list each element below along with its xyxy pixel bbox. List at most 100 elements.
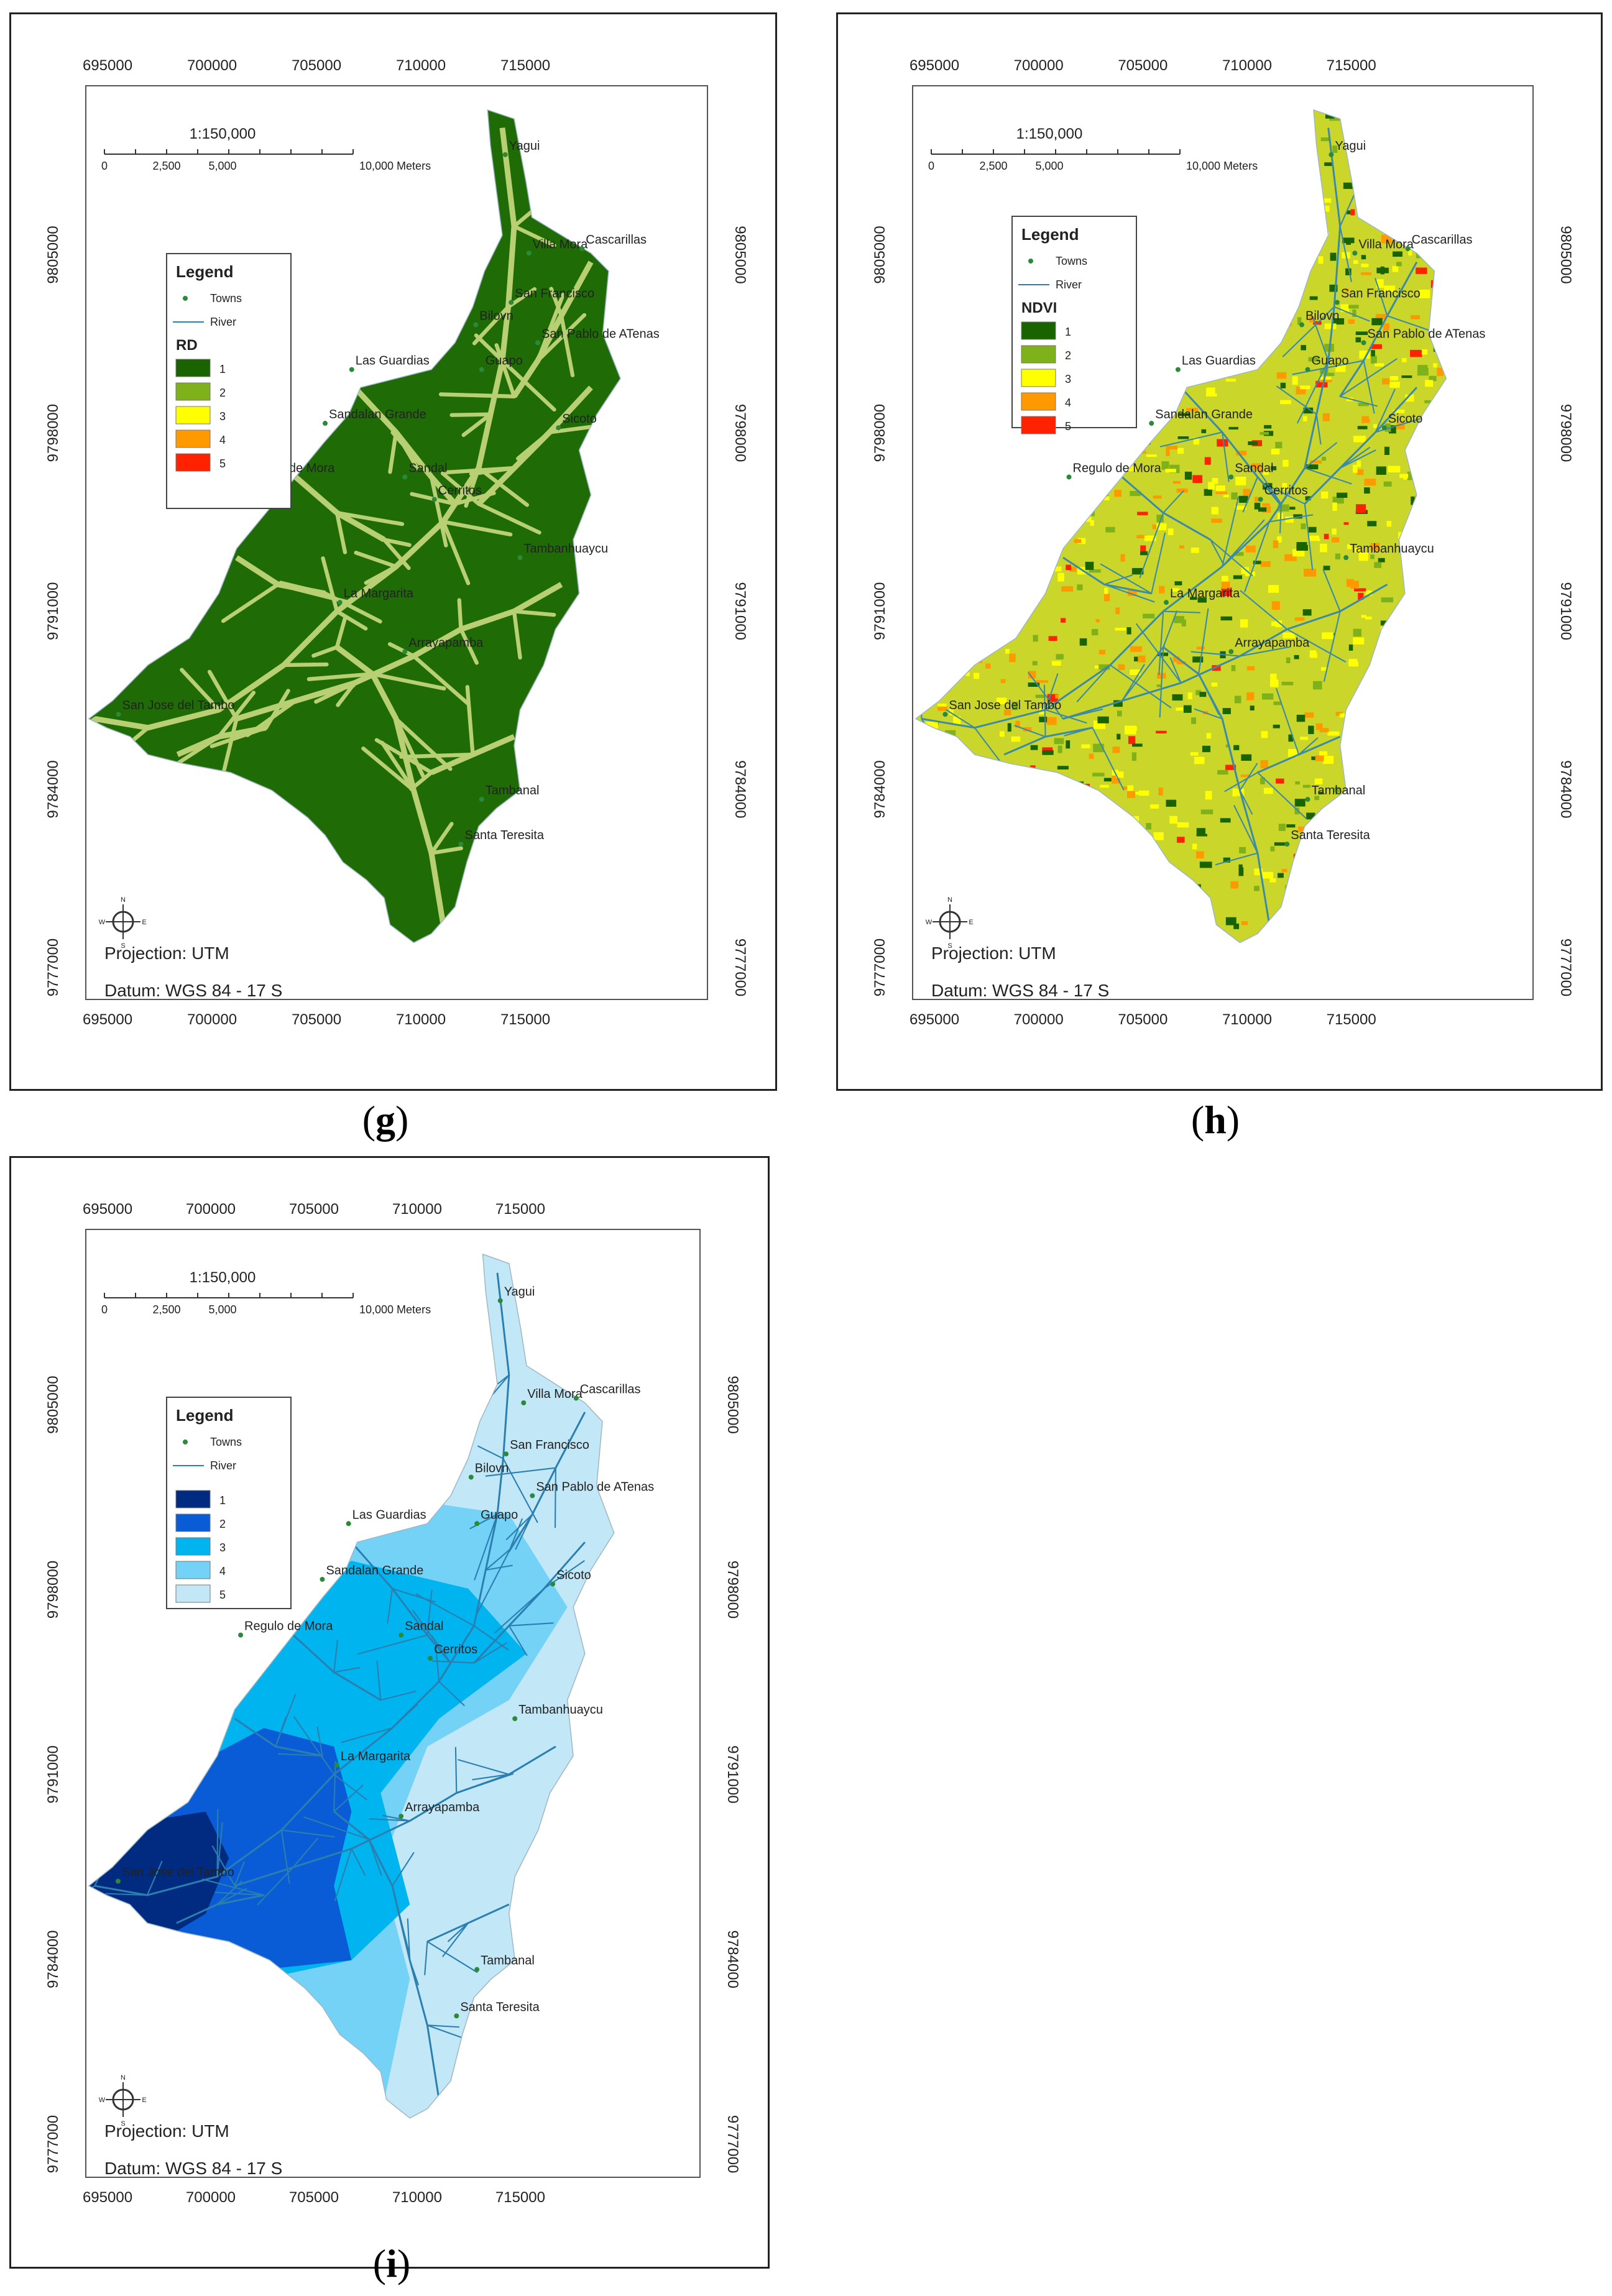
compass-w: W	[99, 919, 106, 926]
town-marker	[1334, 300, 1340, 305]
class-swatch	[175, 359, 211, 377]
river-line	[1304, 387, 1417, 505]
tributary-line	[264, 689, 290, 730]
tributary-line	[293, 1715, 335, 1775]
towns-swatch	[1028, 259, 1033, 264]
x-tick-bottom: 700000	[1014, 1011, 1064, 1028]
tributary-line	[1121, 645, 1165, 702]
scale-label: 10,000 Meters	[359, 1303, 431, 1316]
town-marker	[521, 1400, 527, 1406]
tributary-line	[1333, 306, 1370, 322]
town-marker	[1258, 497, 1263, 502]
tributary-line	[1163, 610, 1201, 613]
town-label: Yagui	[509, 139, 540, 153]
tributary-line	[426, 2024, 460, 2028]
tributary-line	[1322, 569, 1341, 612]
tributary-line	[216, 691, 256, 739]
tributary-line	[440, 471, 481, 506]
tributary-line	[465, 685, 475, 757]
y-tick-right: 9798000	[1557, 404, 1574, 462]
y-tick-right: 9791000	[1557, 582, 1574, 640]
town-label: Santa Teresita	[1291, 829, 1370, 842]
tributary-line	[1169, 657, 1182, 684]
river-line	[1339, 261, 1418, 397]
tributary-line	[382, 538, 411, 571]
tributary-line	[105, 1893, 148, 1896]
y-tick-left: 9791000	[45, 582, 62, 640]
scale-label: 2,500	[979, 160, 1007, 172]
tributary-line	[1221, 431, 1230, 482]
tributary-line	[1256, 476, 1282, 507]
tributary-line	[1386, 315, 1432, 332]
tributary-line	[409, 770, 434, 791]
x-tick-bottom: 695000	[83, 1011, 132, 1028]
town-marker	[942, 712, 948, 717]
tributary-line	[512, 224, 556, 248]
class-swatch	[175, 1513, 211, 1532]
tributary-line	[311, 645, 339, 658]
tributary-line	[333, 1639, 339, 1673]
scale-label: 0	[101, 1303, 108, 1316]
tributary-line	[424, 1940, 428, 1975]
layer-title: RD	[176, 337, 198, 354]
class-label: 2	[219, 387, 226, 399]
tributary-line	[1339, 226, 1352, 282]
compass-s: S	[121, 2120, 125, 2128]
town-marker	[497, 1298, 503, 1303]
town-label: Villa Mora	[527, 1387, 583, 1401]
y-tick-left: 9777000	[872, 939, 888, 996]
class-swatch	[1021, 369, 1056, 387]
x-tick-bottom: 715000	[495, 2189, 545, 2206]
town-label: Yagui	[504, 1285, 535, 1299]
tributary-line	[1151, 532, 1166, 594]
tributary-line	[390, 430, 434, 479]
map-panel-i: 695000 695000 700000 700000 705000 705000 7100…	[9, 1156, 770, 2269]
tributary-line	[370, 672, 446, 691]
tributary-line	[399, 752, 475, 759]
tributary-line	[409, 1959, 419, 1986]
tributary-line	[380, 740, 416, 792]
x-tick-top: 715000	[1327, 57, 1376, 74]
tributary-line	[361, 746, 416, 792]
town-marker	[1381, 425, 1387, 431]
tributary-line	[334, 617, 347, 650]
y-tick-left: 9798000	[45, 1561, 62, 1619]
tributary-line	[429, 822, 454, 855]
class-label: 1	[1065, 326, 1071, 338]
tributary-line	[412, 1610, 451, 1664]
tributary-line	[1298, 737, 1319, 756]
tributary-line	[485, 1467, 556, 1477]
tributary-line	[512, 609, 556, 617]
town-marker	[526, 250, 532, 256]
tributary-line	[293, 683, 356, 703]
town-marker	[1175, 367, 1181, 372]
tributary-line	[1221, 718, 1235, 768]
tributary-line	[334, 510, 405, 526]
tributary-line	[1312, 317, 1329, 362]
town-marker	[1305, 367, 1310, 372]
town-label: Las Guardias	[356, 354, 430, 368]
tributary-line	[1315, 413, 1322, 445]
towns-swatch	[183, 296, 188, 301]
scale-label: 5,000	[208, 160, 236, 172]
tributary-line	[364, 564, 398, 585]
tributary-line	[341, 1727, 394, 1743]
tributary-line	[1304, 467, 1352, 485]
class-label: 2	[219, 1518, 226, 1530]
town-label: Sicoto	[562, 412, 597, 426]
tributary-line	[1240, 590, 1288, 630]
y-tick-right: 9805000	[724, 1375, 741, 1433]
town-label: Sandal	[408, 461, 447, 475]
tributary-line	[234, 1861, 245, 1887]
town-marker	[1352, 250, 1358, 256]
river-line	[476, 385, 593, 506]
tributary-line	[535, 293, 565, 363]
tributary-line	[333, 1773, 367, 1801]
tributary-line	[1276, 385, 1317, 415]
tributary-line	[500, 359, 556, 412]
class-swatch	[175, 406, 211, 425]
town-marker	[1361, 340, 1366, 346]
compass-w: W	[99, 2096, 106, 2104]
tributary-line	[202, 1878, 265, 1896]
compass-e: E	[142, 919, 146, 926]
